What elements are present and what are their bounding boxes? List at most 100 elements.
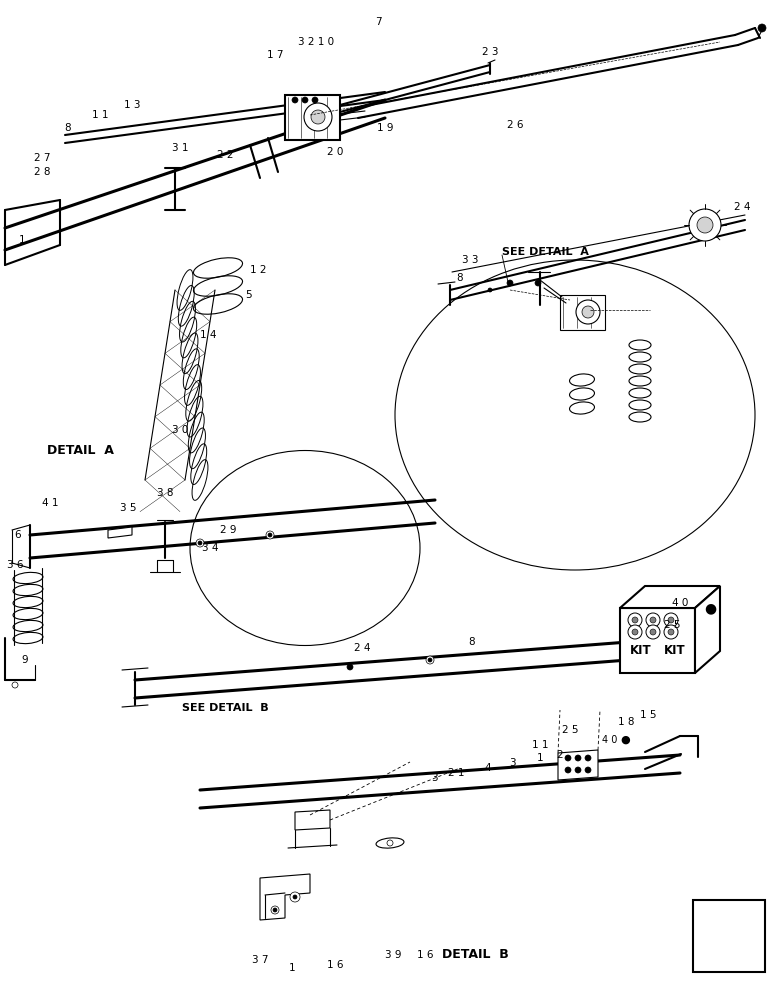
Text: 3 6: 3 6 [7, 560, 23, 570]
Text: KIT: KIT [629, 644, 651, 657]
Circle shape [565, 767, 571, 773]
Text: 3 9: 3 9 [384, 950, 401, 960]
Circle shape [293, 895, 297, 899]
Text: ●: ● [620, 735, 630, 745]
Polygon shape [560, 295, 605, 330]
Circle shape [266, 531, 274, 539]
Circle shape [311, 110, 325, 124]
Polygon shape [693, 900, 765, 972]
Circle shape [664, 625, 678, 639]
Text: 1 6: 1 6 [417, 950, 433, 960]
Polygon shape [108, 527, 132, 538]
Text: 7: 7 [374, 17, 381, 27]
Circle shape [668, 617, 674, 623]
Circle shape [632, 617, 638, 623]
Circle shape [668, 629, 674, 635]
Circle shape [575, 755, 581, 761]
Circle shape [304, 103, 332, 131]
Text: 6: 6 [15, 530, 22, 540]
Circle shape [292, 97, 298, 103]
Polygon shape [285, 95, 340, 140]
Polygon shape [295, 810, 330, 830]
Text: 2 4: 2 4 [733, 202, 750, 212]
Text: 5: 5 [245, 290, 252, 300]
Circle shape [689, 209, 721, 241]
Text: 1 1: 1 1 [532, 740, 548, 750]
Polygon shape [558, 750, 598, 780]
Text: 1 1: 1 1 [92, 110, 108, 120]
Text: 3 2 1 0: 3 2 1 0 [298, 37, 334, 47]
Text: 1 7: 1 7 [267, 50, 283, 60]
Text: 3 3: 3 3 [462, 255, 478, 265]
Circle shape [271, 906, 279, 914]
Circle shape [507, 280, 513, 286]
Circle shape [12, 682, 18, 688]
Text: 4 1: 4 1 [42, 498, 58, 508]
Ellipse shape [376, 838, 404, 848]
Circle shape [290, 892, 300, 902]
Circle shape [650, 617, 656, 623]
Text: 1 9: 1 9 [377, 123, 393, 133]
Text: 2 2: 2 2 [217, 150, 233, 160]
Text: 8: 8 [65, 123, 71, 133]
Circle shape [198, 541, 202, 545]
Text: 2 3: 2 3 [482, 47, 498, 57]
Circle shape [582, 306, 594, 318]
Text: 8: 8 [469, 637, 476, 647]
Text: 4 0: 4 0 [672, 598, 688, 608]
Circle shape [565, 755, 571, 761]
Text: ●: ● [704, 601, 716, 615]
Text: 2 6: 2 6 [506, 120, 523, 130]
Text: 1: 1 [537, 753, 543, 763]
Circle shape [268, 533, 272, 537]
Circle shape [387, 840, 393, 846]
Circle shape [428, 658, 432, 662]
Text: 3 1: 3 1 [171, 143, 188, 153]
Text: 3: 3 [509, 758, 516, 768]
Circle shape [312, 97, 318, 103]
Text: 2 8: 2 8 [34, 167, 50, 177]
Text: 1 4: 1 4 [200, 330, 216, 340]
Circle shape [576, 300, 600, 324]
Circle shape [628, 625, 642, 639]
Text: 3 8: 3 8 [157, 488, 173, 498]
Text: 1: 1 [289, 963, 296, 973]
Circle shape [697, 217, 713, 233]
Polygon shape [260, 874, 310, 920]
Circle shape [628, 613, 642, 627]
Text: 1 5: 1 5 [640, 710, 656, 720]
Circle shape [426, 656, 434, 664]
Text: DETAIL  A: DETAIL A [46, 444, 113, 456]
Circle shape [646, 613, 660, 627]
Polygon shape [620, 586, 720, 608]
Text: 1 6: 1 6 [327, 960, 344, 970]
Text: DETAIL  B: DETAIL B [442, 948, 509, 962]
Text: 1 2: 1 2 [250, 265, 266, 275]
Polygon shape [698, 947, 718, 967]
Text: 1 3: 1 3 [124, 100, 141, 110]
Circle shape [585, 755, 591, 761]
Polygon shape [620, 608, 695, 673]
Text: 2 5: 2 5 [664, 620, 680, 630]
Text: 3 5: 3 5 [120, 503, 136, 513]
Circle shape [632, 629, 638, 635]
Polygon shape [695, 586, 720, 673]
Circle shape [488, 288, 492, 292]
Text: 1: 1 [19, 235, 25, 245]
Text: 3 7: 3 7 [252, 955, 268, 965]
Circle shape [758, 24, 766, 32]
Text: 9: 9 [22, 655, 29, 665]
Text: 2 0: 2 0 [327, 147, 344, 157]
Circle shape [347, 664, 353, 670]
Text: 2 7: 2 7 [34, 153, 50, 163]
Circle shape [575, 767, 581, 773]
Circle shape [196, 539, 204, 547]
Text: 3 4: 3 4 [201, 543, 218, 553]
Text: 1 8: 1 8 [618, 717, 635, 727]
Circle shape [650, 629, 656, 635]
Circle shape [535, 280, 541, 286]
Text: SEE DETAIL  B: SEE DETAIL B [181, 703, 269, 713]
Circle shape [646, 625, 660, 639]
Circle shape [302, 97, 308, 103]
Circle shape [273, 908, 277, 912]
